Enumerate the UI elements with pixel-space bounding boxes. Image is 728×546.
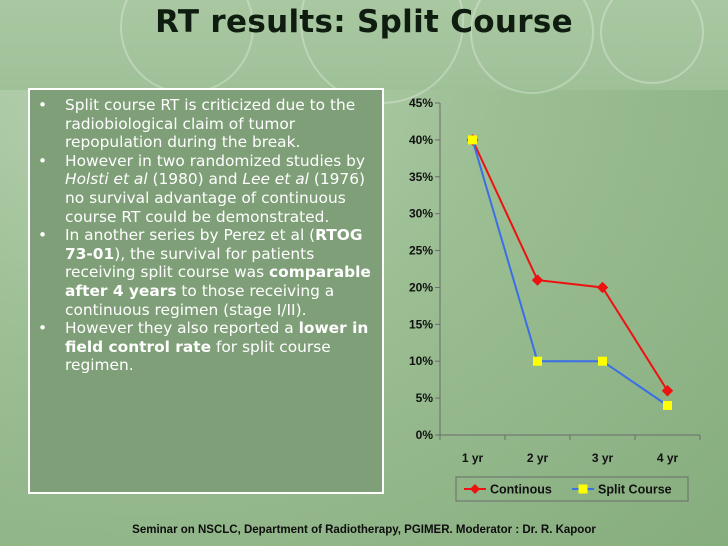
data-point-continuous <box>596 281 609 294</box>
y-tick-label: 25% <box>409 244 433 258</box>
bullet-text: ), the survival for patients receiving s… <box>65 244 315 282</box>
bullet-text: comparable after 4 years <box>65 263 371 300</box>
bullet-item: • However they also reported a lower in f… <box>36 319 381 375</box>
bullet-text: In another series by Perez et al ( <box>65 226 316 245</box>
y-tick-label: 30% <box>409 207 433 221</box>
bullet-text: (1980) and <box>147 170 243 189</box>
y-tick-label: 45% <box>409 96 433 110</box>
bullet-marker: • <box>38 319 48 338</box>
bullet-textbox <box>28 88 384 494</box>
y-tick-label: 5% <box>416 391 434 405</box>
y-tick-label: 0% <box>416 428 434 442</box>
y-tick-label: 40% <box>409 133 433 147</box>
bullet-text: Split course RT is criticized due to the… <box>65 96 356 152</box>
slide-title: RT results: Split Course <box>155 4 573 40</box>
bullet-marker: • <box>38 226 48 245</box>
bullet-text: to those receiving a continuous regimen … <box>65 281 335 319</box>
bullet-text: However they also reported a <box>65 319 299 338</box>
bullet-text: However in two randomized studies by <box>65 151 365 170</box>
bullet-marker: • <box>38 96 48 114</box>
bullet-item: • However in two randomized studies by Ho… <box>36 152 381 226</box>
slide-footer: Seminar on NSCLC, Department of Radiothe… <box>132 524 596 536</box>
data-point-continuous <box>661 385 674 397</box>
data-point-split-course <box>533 356 542 366</box>
x-tick-label: 4 yr <box>657 451 679 465</box>
bullet-list: • Split course RT is criticized due to th… <box>36 96 381 375</box>
bullet-item: • Split course RT is criticized due to th… <box>36 96 381 152</box>
bullet-item: • In another series by Perez et al (RTOG … <box>36 226 381 319</box>
y-tick-label: 20% <box>409 280 433 294</box>
legend-label: Split Course <box>598 483 672 497</box>
y-tick-label: 10% <box>409 354 433 368</box>
x-tick-label: 3 yr <box>592 451 614 465</box>
legend-label: Continous <box>490 483 552 497</box>
bullet-text: RTOG 73-01 <box>65 226 363 263</box>
legend-marker-diamond <box>470 484 480 494</box>
bullet-text: lower in field control rate <box>65 319 369 356</box>
x-tick-label: 1 yr <box>462 451 484 465</box>
bullet-text: Holsti et al <box>65 170 148 189</box>
bullet-marker: • <box>38 151 48 170</box>
data-point-continuous <box>531 274 544 286</box>
series-line-split-course <box>471 139 669 407</box>
data-point-split-course <box>598 356 607 366</box>
legend-marker-square <box>578 484 588 494</box>
bullet-text: for split course regimen. <box>65 337 331 375</box>
y-tick-label: 15% <box>409 317 433 331</box>
bullet-text: Lee et al <box>242 170 309 189</box>
data-point-split-course <box>468 135 477 145</box>
x-tick-label: 2 yr <box>527 451 549 465</box>
data-point-split-course <box>663 400 672 410</box>
y-tick-label: 35% <box>409 170 433 184</box>
decor-circle <box>600 0 704 84</box>
legend-box <box>455 476 689 502</box>
series-line-continous <box>471 139 669 392</box>
bullet-text: (1976) no survival advantage of continuo… <box>65 170 365 226</box>
